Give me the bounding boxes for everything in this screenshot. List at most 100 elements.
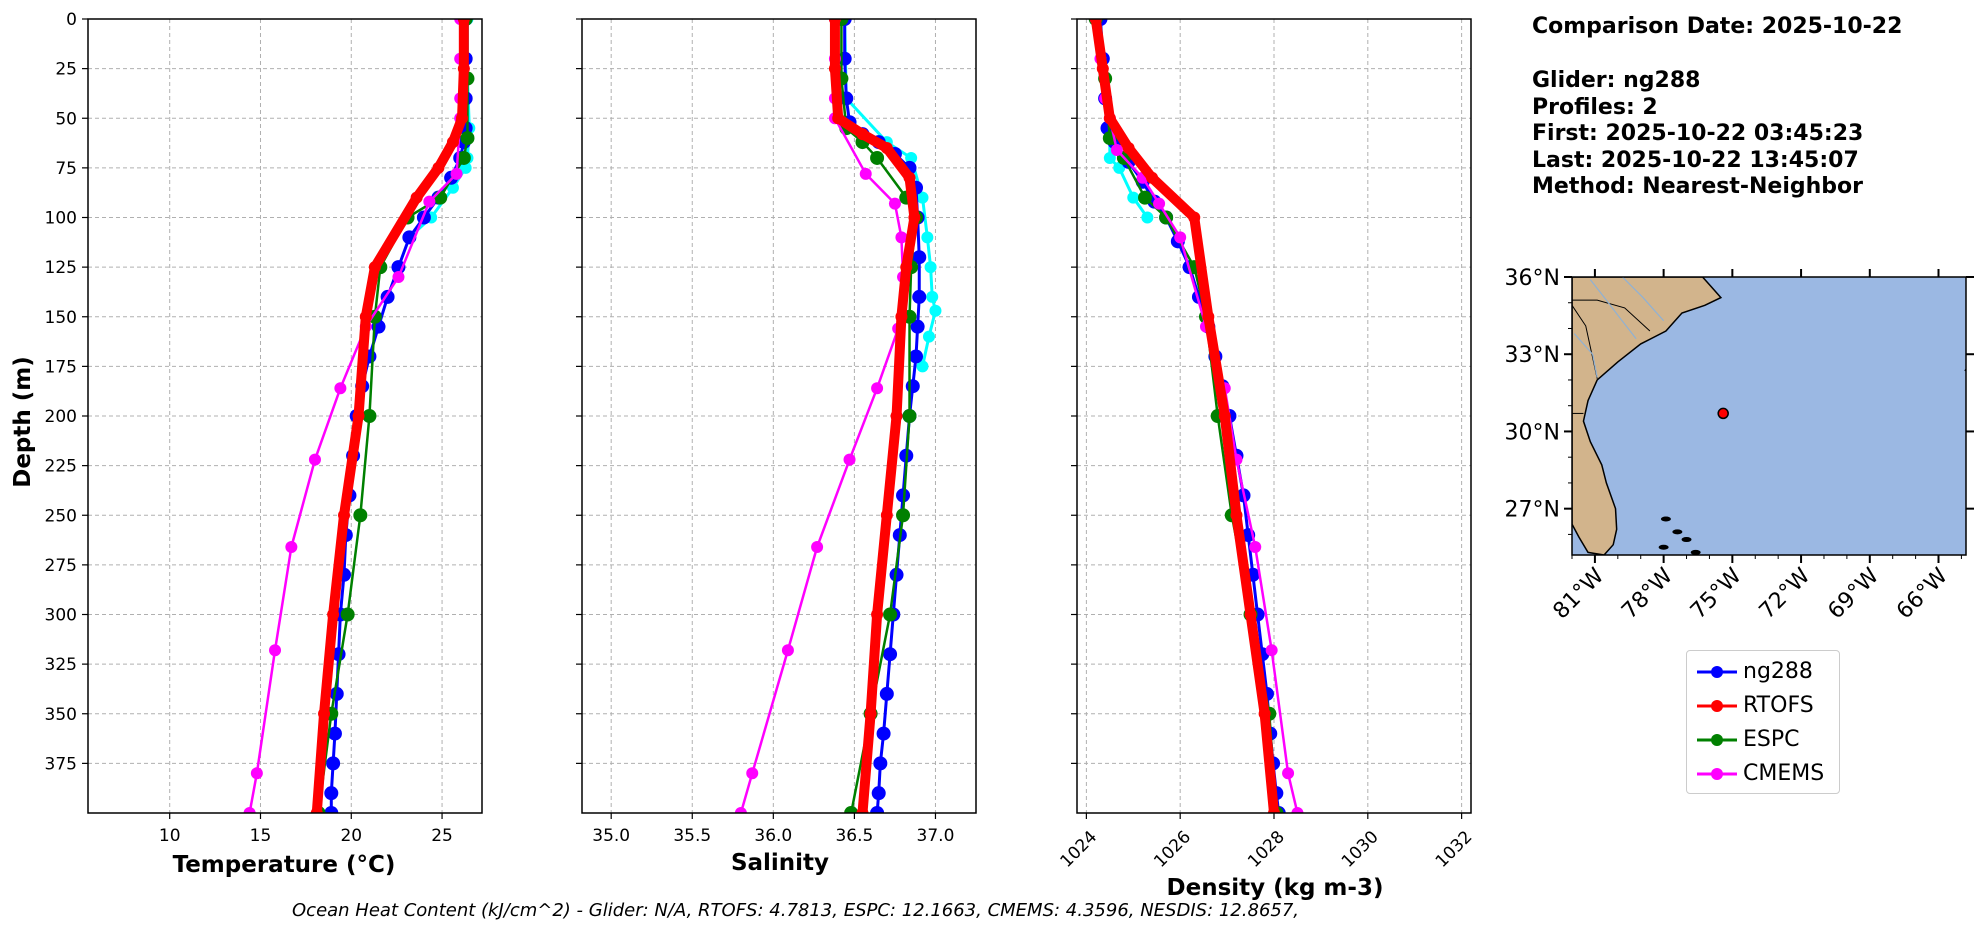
series-line-RTOFS [1090,19,1279,813]
data-point [895,231,908,244]
data-point [368,261,381,274]
glider-location-marker [1717,407,1729,420]
data-point [873,756,888,771]
data-point [922,330,935,343]
profile-panel-2: 35.0 35.5 36.0 36.5 37.0 [576,18,977,846]
data-point [900,261,913,274]
data-point [926,290,939,303]
y-tick-label: 100 [45,209,77,229]
data-point [362,409,377,423]
data-point [1103,112,1116,125]
profile-panel-3: 1024 1026 1028 1030 1032 [1056,18,1476,872]
data-point [392,271,405,284]
data-point [916,191,929,204]
data-point [457,19,470,25]
y-tick-label: 0 [66,10,77,30]
lon-tick-label: 72°W [1755,563,1816,624]
comparison-date: Comparison Date: 2025-10-22 [1532,14,1903,39]
data-point [456,112,469,125]
x-tick-label: 1026 [1150,827,1195,872]
data-point [844,806,859,813]
data-point [871,608,884,621]
data-point [870,806,885,813]
data-point [1244,608,1257,621]
data-point [334,382,347,395]
legend-label: CMEMS [1743,761,1825,786]
island [1672,529,1683,535]
data-point [905,151,918,164]
data-point [1096,62,1109,75]
data-point [308,453,321,466]
lat-tick-label: 27°N [1505,498,1560,523]
lon-tick-label: 69°W [1823,563,1884,624]
data-point [310,807,323,813]
data-point [864,707,877,720]
data-point [285,541,298,554]
data-point [781,644,794,657]
y-tick-label: 325 [45,655,77,675]
data-point [883,647,898,662]
data-point [1113,161,1126,174]
data-point [870,150,885,165]
lon-tick-label: 66°W [1892,563,1953,624]
data-point [1089,19,1102,25]
legend-item-cmems: CMEMS [1695,759,1835,789]
data-point [1291,807,1304,813]
data-point [243,807,256,813]
data-point [1141,211,1154,224]
data-point [446,136,459,149]
data-point [410,191,423,204]
y-tick-label: 75 [55,159,77,179]
salinity-axis-label: Salinity [731,850,829,876]
island [1658,544,1669,550]
x-tick-label: 35.0 [592,826,630,846]
island [1698,558,1708,563]
density-axis-label: Density (kg m-3) [1167,875,1384,901]
x-tick-label: 36.5 [835,826,873,846]
data-point [1110,144,1123,157]
data-point [326,756,341,771]
x-tick-label: 1024 [1056,827,1101,872]
island [1681,537,1692,543]
data-point [902,409,917,423]
data-point [876,726,891,741]
ohc-caption: Ocean Heat Content (kJ/cm^2) - Glider: N… [292,900,1300,921]
state-border [1572,299,1651,332]
data-point [888,197,901,210]
data-point [353,508,368,523]
data-point [352,410,365,422]
river [1573,333,1598,378]
data-point [423,195,436,208]
map-panel: 36°N 33°N 30°N 27°N 81°W 78°W 75°W 72°W 69°W 66°W [1505,266,1974,624]
data-point [889,567,904,582]
y-tick-label: 375 [45,754,77,774]
interpolation-method: Method: Nearest-Neighbor [1532,174,1863,199]
data-point [880,142,893,155]
x-tick-label: 37.0 [917,826,955,846]
data-point [895,310,908,323]
data-point [903,171,916,184]
data-point [871,382,884,395]
data-point [457,62,470,75]
data-point [1188,211,1201,224]
data-point [909,349,924,364]
data-point [908,211,921,224]
data-point [910,319,925,334]
data-point [324,786,339,801]
data-point [871,786,886,801]
y-tick-label: 25 [55,60,77,80]
x-tick-label: 20 [340,826,362,846]
data-point [1249,541,1262,554]
river [1589,279,1637,340]
data-point [879,686,894,701]
legend-item-rtofs: RTOFS [1695,691,1835,721]
data-point [843,453,856,466]
data-point [896,508,911,523]
y-tick-label: 300 [45,606,77,626]
data-point [883,607,898,622]
data-point [1202,310,1215,323]
y-tick-label: 250 [45,506,77,526]
data-point [1122,142,1135,155]
lat-tick-label: 30°N [1505,420,1560,445]
